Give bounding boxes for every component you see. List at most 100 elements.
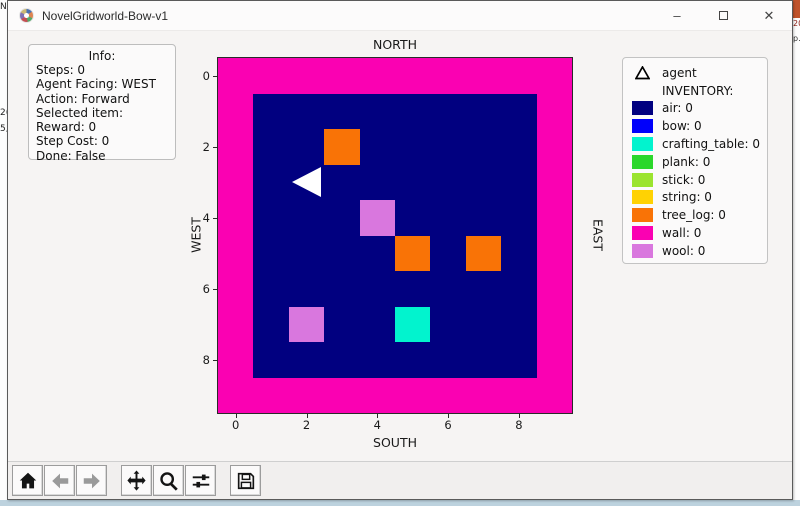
wool-swatch — [631, 243, 653, 258]
y-tick-label: 2 — [202, 139, 210, 154]
legend-row: wool: 0 — [631, 242, 761, 260]
minimize-icon: – — [673, 8, 681, 23]
agent-triangle-icon — [631, 65, 653, 80]
window-title: NovelGridworld-Bow-v1 — [42, 8, 169, 23]
legend-label: agent — [662, 65, 697, 80]
axes — [217, 57, 573, 414]
background-right-strip: 20 p. — [793, 0, 800, 500]
x-tick-mark — [448, 414, 450, 418]
tree_log-cell — [465, 235, 502, 271]
info-line: Agent Facing: WEST — [36, 77, 156, 92]
y-tick-mark — [213, 75, 217, 77]
figure-canvas: Info: Steps: 0 Agent Facing: WEST Action: … — [8, 31, 792, 461]
plank-swatch — [631, 154, 653, 169]
string-swatch — [631, 190, 653, 205]
legend-label: air: 0 — [662, 101, 693, 116]
legend-label: plank: 0 — [662, 154, 711, 169]
x-tick-mark — [235, 414, 237, 418]
legend-label: wall: 0 — [662, 226, 702, 241]
legend-label: wool: 0 — [662, 243, 706, 258]
background-orange-block — [793, 0, 800, 18]
background-text-fragment: 20 — [793, 19, 800, 28]
crafting_table-swatch — [631, 137, 653, 152]
legend-row: tree_log: 0 — [631, 206, 761, 224]
x-tick-label: 8 — [515, 418, 523, 432]
background-text-fragment: N — [0, 2, 7, 12]
save-icon — [235, 470, 257, 492]
zoom-button[interactable] — [153, 465, 184, 496]
back-icon — [49, 470, 71, 492]
forward-button[interactable] — [76, 465, 107, 496]
legend-row: bow: 0 — [631, 117, 761, 135]
pan-icon — [125, 469, 148, 492]
configure-subplots-icon — [190, 470, 212, 492]
background-text-fragment: p. — [793, 34, 800, 43]
legend-row: INVENTORY: — [631, 82, 761, 100]
wool-cell — [359, 200, 395, 236]
legend-row: air: 0 — [631, 100, 761, 118]
y-tick-mark — [213, 146, 217, 148]
info-line: Steps: 0 — [36, 63, 86, 77]
info-box: Info: Steps: 0 Agent Facing: WEST Action: … — [28, 44, 176, 163]
legend-row: crafting_table: 0 — [631, 135, 761, 153]
info-line: Done: False — [36, 148, 106, 163]
info-line: Step Cost: 0 — [36, 134, 110, 149]
titlebar[interactable]: NovelGridworld-Bow-v1 – ✕ — [8, 1, 792, 31]
plot-title: NORTH — [372, 37, 417, 52]
back-button[interactable] — [44, 465, 75, 496]
air-swatch — [631, 101, 653, 116]
navigation-toolbar — [8, 461, 792, 499]
close-button[interactable]: ✕ — [746, 1, 792, 31]
close-icon: ✕ — [763, 7, 775, 23]
info-line: Reward: 0 — [36, 120, 97, 135]
y-axis-label-right: EAST — [590, 218, 606, 252]
legend-label: stick: 0 — [662, 172, 706, 187]
x-tick-mark — [518, 414, 520, 418]
x-tick-mark — [306, 414, 308, 418]
x-tick-label: 2 — [302, 418, 311, 432]
configure-subplots-button[interactable] — [185, 465, 216, 496]
y-tick-label: 0 — [202, 68, 210, 83]
x-tick-label: 0 — [232, 418, 240, 432]
legend-label: bow: 0 — [662, 119, 702, 134]
matplotlib-logo-icon — [19, 8, 34, 23]
minimize-button[interactable]: – — [654, 1, 700, 31]
y-tick-label: 4 — [202, 210, 210, 225]
tree_log-cell — [395, 235, 431, 271]
info-box-title: Info: — [88, 49, 116, 63]
stick-swatch — [631, 172, 653, 187]
background-bottom-strip — [0, 500, 800, 506]
legend-row: wall: 0 — [631, 224, 761, 242]
zoom-icon — [158, 470, 180, 492]
y-tick-mark — [213, 288, 217, 290]
maximize-icon — [718, 11, 728, 20]
info-line: Action: Forward — [36, 91, 130, 106]
wall-swatch — [631, 226, 653, 241]
wool-cell — [288, 306, 325, 342]
legend: agent INVENTORY: air: 0 bow: 0 crafting_tabl… — [622, 57, 768, 264]
x-tick-label: 6 — [444, 418, 452, 432]
legend-row: string: 0 — [631, 189, 761, 207]
legend-row: agent — [631, 64, 761, 82]
legend-label: crafting_table: 0 — [662, 137, 761, 152]
home-button[interactable] — [12, 465, 43, 496]
legend-label: string: 0 — [662, 190, 712, 205]
x-axis-label: SOUTH — [373, 435, 417, 450]
agent-marker — [290, 164, 324, 200]
home-icon — [17, 470, 39, 492]
pan-button[interactable] — [121, 465, 152, 496]
x-tick-mark — [377, 414, 379, 418]
forward-icon — [81, 470, 103, 492]
x-tick-label: 4 — [373, 418, 381, 432]
crafting_table-cell — [395, 306, 431, 342]
maximize-button[interactable] — [700, 1, 746, 31]
tree_log-cell — [324, 129, 360, 165]
background-left-strip: N 2(5, — [0, 0, 7, 500]
tree_log-swatch — [631, 208, 653, 223]
y-tick-label: 6 — [202, 281, 210, 296]
background-text-fragment: 2( — [0, 108, 7, 118]
legend-label: tree_log: 0 — [662, 208, 726, 223]
bow-swatch — [631, 119, 653, 134]
save-button[interactable] — [230, 465, 261, 496]
y-tick-mark — [213, 217, 217, 219]
